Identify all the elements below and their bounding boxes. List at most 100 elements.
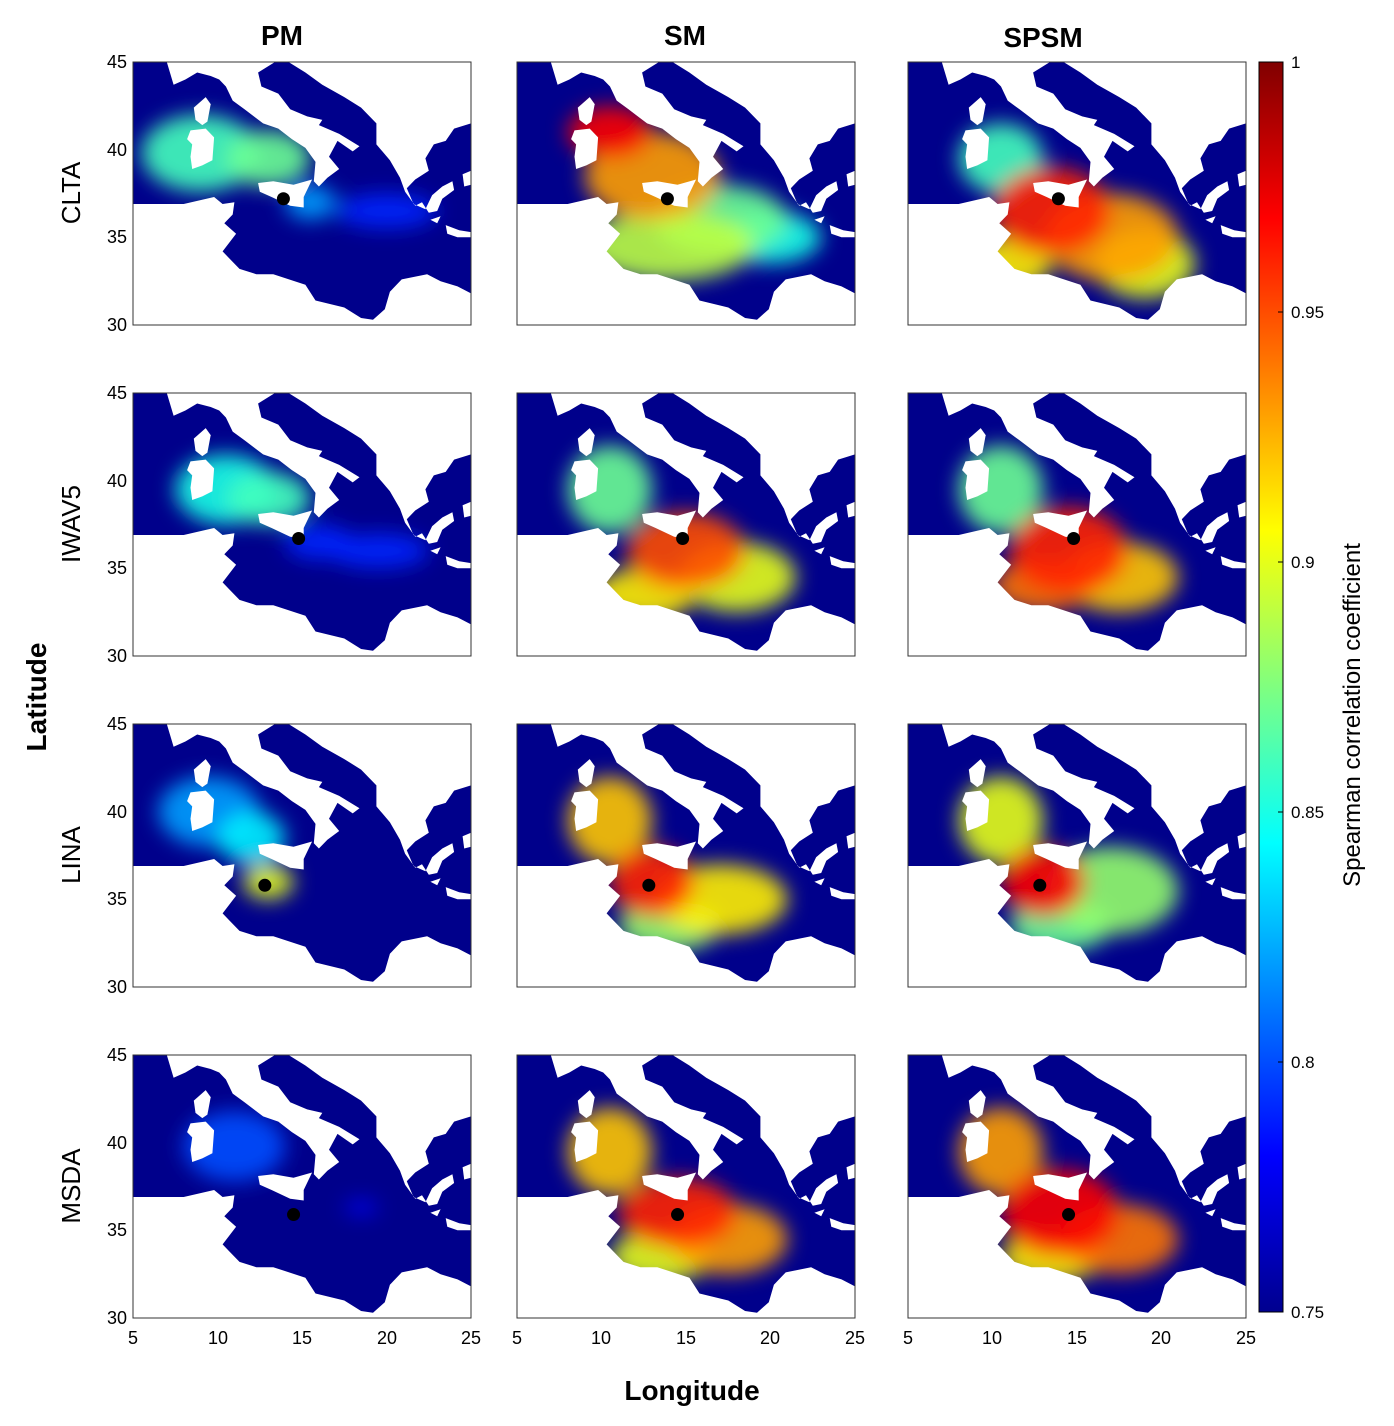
colorbar-gradient: [1258, 61, 1284, 1313]
land-mass: [642, 510, 697, 539]
station-marker: [258, 878, 272, 892]
colorbar-tick-label: 0.75: [1291, 1303, 1324, 1322]
x-tick-label: 15: [1067, 1328, 1087, 1348]
station-marker: [1033, 878, 1047, 892]
panel-frame: [132, 1054, 472, 1319]
land-mass: [829, 887, 855, 900]
correlation-field: [958, 445, 1179, 613]
land-mass: [187, 790, 215, 831]
land-mass: [908, 528, 1246, 656]
land-mass: [1033, 841, 1088, 870]
land-mass: [517, 528, 855, 656]
land-mass: [1205, 878, 1216, 886]
land-mass: [1033, 1172, 1088, 1201]
land-mass: [846, 1163, 855, 1180]
y-axis-title: Latitude: [21, 643, 52, 752]
land-mass: [166, 1055, 471, 1206]
x-tick-label: 20: [377, 1328, 397, 1348]
land-mass: [430, 878, 441, 886]
land-mass: [193, 1090, 211, 1119]
x-tick-label: 20: [1151, 1328, 1171, 1348]
land-mass: [941, 393, 1246, 544]
colorbar-tick-label: 1: [1291, 53, 1300, 72]
land-mass: [829, 556, 855, 569]
panel-frame: [907, 723, 1247, 988]
land-mass: [829, 225, 855, 238]
land-mass: [642, 841, 697, 870]
x-tick-label: 25: [845, 1328, 865, 1348]
correlation-field: [958, 1107, 1179, 1283]
land-mass: [577, 759, 595, 788]
correlation-blob: [225, 130, 311, 187]
x-axis-title: Longitude: [624, 1375, 759, 1406]
panel-frame: [516, 723, 856, 988]
station-marker: [292, 532, 306, 546]
land-mass: [571, 1121, 599, 1162]
land-mass: [571, 790, 599, 831]
station-marker: [1067, 532, 1081, 546]
land-mass: [462, 501, 471, 518]
y-tick-label: 40: [107, 140, 127, 160]
colorbar-tick-label: 0.85: [1291, 803, 1324, 822]
y-tick-label: 45: [107, 52, 127, 72]
land-mass: [166, 393, 471, 544]
land-mass: [908, 1190, 1246, 1318]
land-mass: [193, 97, 211, 126]
land-mass: [908, 859, 1246, 987]
land-mass: [968, 428, 986, 457]
land-mass: [462, 832, 471, 849]
column-title-spsm: SPSM: [1003, 22, 1082, 53]
correlation-blob: [225, 471, 311, 525]
x-tick-label: 10: [982, 1328, 1002, 1348]
correlation-blob: [344, 1200, 379, 1215]
land-mass: [1237, 1163, 1246, 1180]
map-panel-lina-sm: [517, 724, 855, 987]
land-mass: [814, 547, 825, 555]
land-mass: [962, 459, 990, 500]
land-mass: [258, 841, 313, 870]
land-mass: [577, 1090, 595, 1119]
colorbar: 1 0.95 0.9 0.85 0.8 0.75 Spearman correl…: [1258, 53, 1366, 1322]
colorbar-tick-label: 0.9: [1291, 553, 1315, 572]
land-mass: [133, 859, 471, 987]
row-label-iwav5: IWAV5: [56, 485, 86, 563]
land-mass: [968, 97, 986, 126]
land-mass: [1220, 556, 1246, 569]
land-mass: [187, 128, 215, 169]
land-mass: [1237, 832, 1246, 849]
correlation-blob: [1000, 1168, 1120, 1257]
x-tick-label: 5: [512, 1328, 522, 1348]
column-title-sm: SM: [664, 20, 706, 51]
land-mass: [462, 1163, 471, 1180]
map-panel-iwav5-spsm: [908, 393, 1246, 656]
map-panels: [132, 61, 1247, 1319]
panel-frame: [132, 61, 472, 326]
station-marker: [642, 878, 656, 892]
y-tick-label: 40: [107, 471, 127, 491]
land-mass: [550, 724, 855, 875]
land-mass: [193, 759, 211, 788]
y-tick-label: 35: [107, 558, 127, 578]
land-mass: [642, 1172, 697, 1201]
y-tick-label: 30: [107, 646, 127, 666]
land-mass: [814, 1209, 825, 1217]
land-mass: [846, 832, 855, 849]
land-mass: [258, 510, 313, 539]
x-tick-label: 15: [292, 1328, 312, 1348]
x-tick-label: 20: [760, 1328, 780, 1348]
y-tick-label: 45: [107, 1045, 127, 1065]
panel-frame: [907, 1054, 1247, 1319]
land-mass: [445, 887, 471, 900]
map-panel-lina-pm: [133, 724, 471, 987]
land-mass: [187, 1121, 215, 1162]
colorbar-tick-label: 0.8: [1291, 1053, 1315, 1072]
correlation-blob: [626, 512, 746, 590]
land-mass: [517, 859, 855, 987]
land-mass: [941, 1055, 1246, 1206]
panel-frame: [516, 1054, 856, 1319]
y-tick-label: 30: [107, 977, 127, 997]
land-mass: [517, 197, 855, 325]
land-mass: [550, 1055, 855, 1206]
map-panel-clta-sm: [517, 62, 855, 325]
